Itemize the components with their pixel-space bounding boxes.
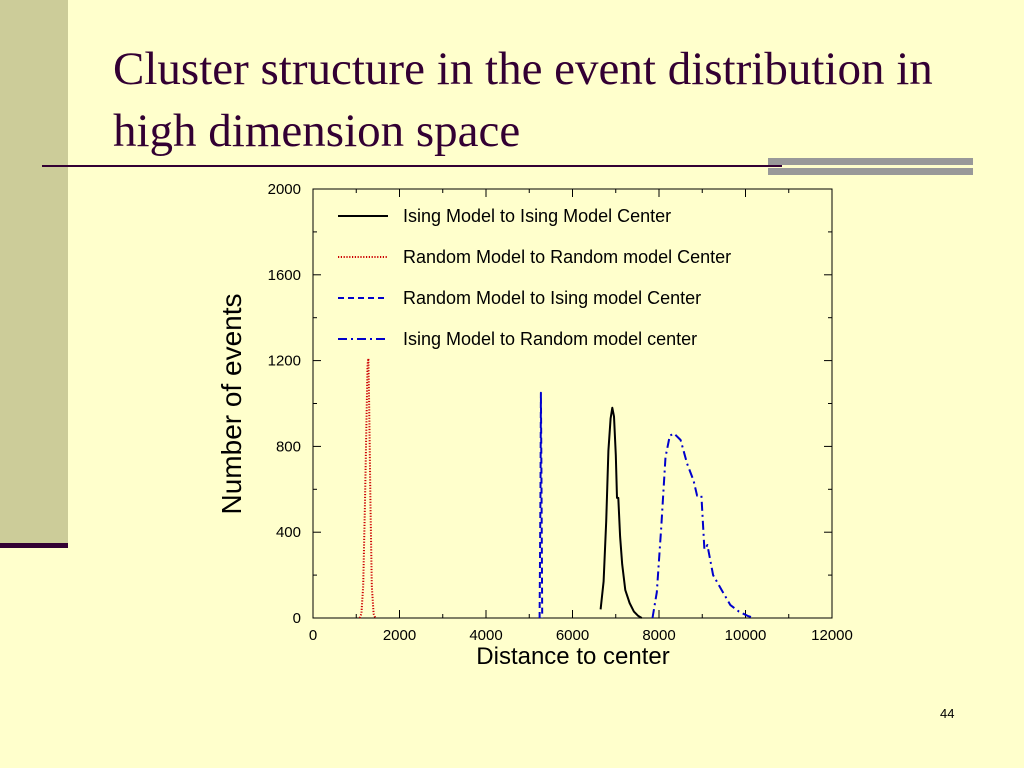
y-tick-label: 400 — [276, 524, 301, 541]
x-tick-label: 0 — [309, 627, 317, 644]
y-tick-label: 800 — [276, 438, 301, 455]
legend-label-4: Ising Model to Random model center — [403, 329, 697, 349]
left-sidebar-underline — [0, 543, 68, 548]
accent-bar-bottom — [768, 168, 973, 175]
x-tick-label: 12000 — [811, 627, 853, 644]
y-tick-label: 2000 — [268, 181, 301, 198]
left-sidebar-band — [0, 0, 68, 547]
y-tick-label: 1200 — [268, 353, 301, 370]
x-tick-label: 8000 — [642, 627, 675, 644]
x-tick-label: 4000 — [469, 627, 502, 644]
legend-label-2: Random Model to Random model Center — [403, 247, 731, 267]
x-tick-label: 10000 — [725, 627, 767, 644]
y-tick-label: 1600 — [268, 267, 301, 284]
series-lines — [358, 357, 755, 619]
y-tick-label: 0 — [293, 610, 301, 627]
legend-label-3: Random Model to Ising model Center — [403, 288, 701, 308]
accent-bar-top — [768, 158, 973, 165]
series-line-4 — [651, 432, 755, 619]
legend: Ising Model to Ising Model Center Random … — [338, 206, 731, 349]
axis-tick-labels: 0 2000 4000 6000 8000 10000 12000 0 400 800 1200 16… — [268, 181, 853, 644]
series-line-2 — [358, 357, 377, 619]
legend-label-1: Ising Model to Ising Model Center — [403, 206, 671, 226]
x-tick-label: 2000 — [383, 627, 416, 644]
x-axis-label: Distance to center — [476, 643, 669, 670]
slide-title: Cluster structure in the event distribut… — [113, 43, 933, 157]
title-divider — [42, 165, 782, 167]
page-number: 44 — [940, 706, 955, 721]
title-accent-bars — [768, 158, 973, 178]
series-line-3 — [538, 391, 544, 619]
x-tick-label: 6000 — [556, 627, 589, 644]
axis-ticks — [312, 188, 833, 619]
series-line-1 — [599, 406, 643, 619]
y-axis-label: Number of events — [216, 294, 247, 515]
